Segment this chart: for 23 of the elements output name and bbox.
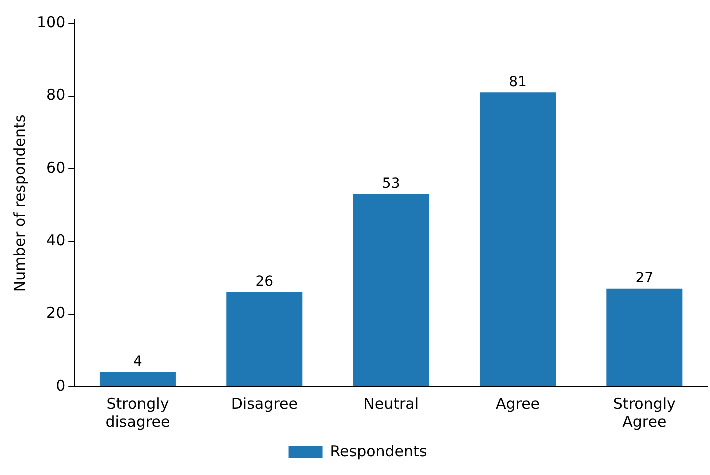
bar <box>100 372 176 386</box>
y-tick-label: 80 <box>46 86 66 104</box>
data-label: 81 <box>509 74 527 90</box>
x-tick-label: Strongly Agree <box>613 394 676 431</box>
y-tick-label: 60 <box>46 158 66 177</box>
data-label: 4 <box>134 354 143 370</box>
bar <box>226 292 303 386</box>
x-tick-label: Agree <box>496 394 540 413</box>
x-tick-label: Strongly disagree <box>106 394 170 431</box>
data-label: 27 <box>636 270 654 287</box>
x-tick-label: Neutral <box>364 394 420 413</box>
bar <box>353 194 430 386</box>
y-axis-title: Number of respondents <box>10 114 29 292</box>
y-tick-label: 20 <box>46 304 66 322</box>
bar <box>480 92 556 386</box>
bar <box>606 288 683 386</box>
y-tick-label: 0 <box>56 376 66 395</box>
y-tick-label: 100 <box>36 14 66 32</box>
data-label: 26 <box>256 274 274 290</box>
x-tick-label: Disagree <box>231 394 298 413</box>
legend-label: Respondents <box>330 442 428 460</box>
y-tick-label: 40 <box>46 232 66 250</box>
data-label: 53 <box>382 176 400 192</box>
